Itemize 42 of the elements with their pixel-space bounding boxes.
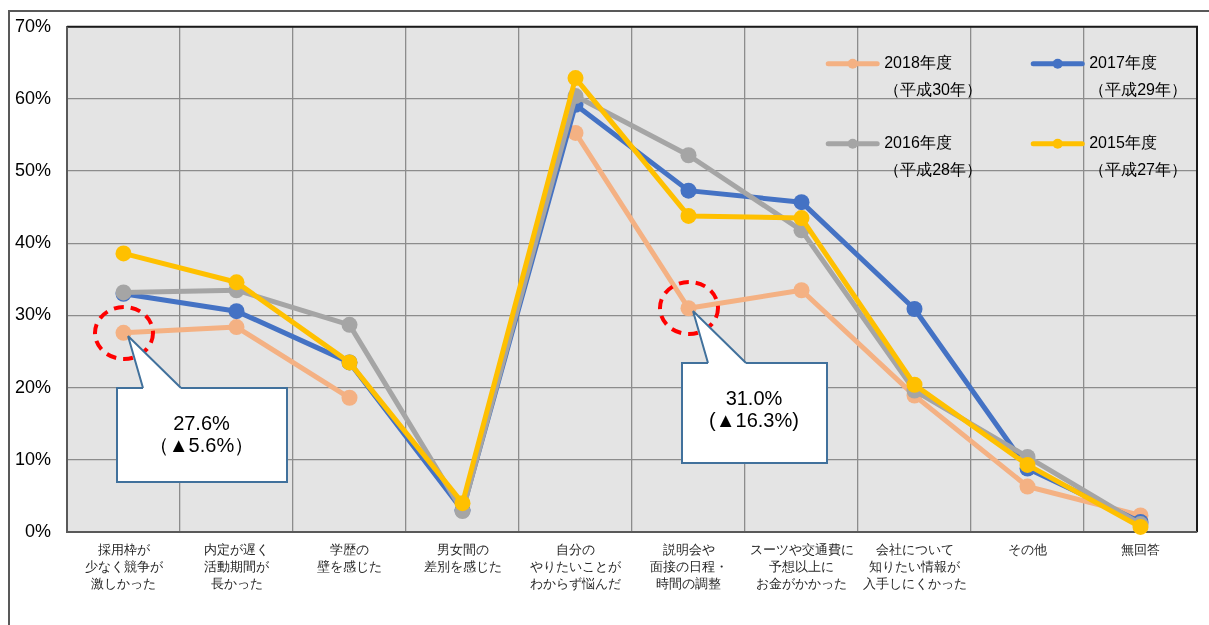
y-tick-label: 20% [14, 376, 51, 397]
point [1019, 456, 1036, 473]
point [228, 319, 245, 336]
x-tick-label: 採用枠が少なく競争が激しかった [84, 542, 164, 591]
x-tick-label: 自分のやりたいことがわからず悩んだ [530, 542, 622, 591]
legend-label: 2017年度（平成29年） [1089, 54, 1187, 99]
y-tick-label: 10% [14, 448, 51, 469]
y-tick-label: 50% [14, 160, 51, 181]
point [680, 207, 697, 224]
point [680, 147, 697, 164]
y-tick-label: 60% [14, 87, 51, 108]
point [1019, 478, 1036, 495]
y-tick-label: 40% [14, 232, 51, 253]
legend-label: 2015年度（平成27年） [1089, 134, 1187, 179]
x-tick-label: 内定が遅く活動期間が長かった [204, 542, 270, 591]
legend-label: 2016年度（平成28年） [884, 134, 982, 179]
x-tick-label: スーツや交通費に予想以上にお金がかかった [749, 542, 854, 591]
x-tick-label: 説明会や面接の日程・時間の調整 [649, 542, 728, 591]
point [454, 495, 471, 512]
point [341, 316, 358, 333]
annotation: 31.0% (▲16.3%) [709, 387, 799, 432]
point [115, 245, 132, 262]
point [906, 300, 923, 317]
point [228, 274, 245, 291]
point [793, 194, 810, 211]
point [680, 182, 697, 199]
x-tick-label: 会社について知りたい情報が入手しにくかった [862, 542, 967, 591]
point [793, 282, 810, 299]
x-tick-label: その他 [1008, 542, 1047, 558]
x-tick-label: 男女間の差別を感じた [423, 542, 502, 574]
y-tick-label: 0% [24, 520, 51, 541]
point [341, 389, 358, 406]
x-tick-label: 学歴の壁を感じた [317, 542, 382, 574]
point [567, 70, 584, 87]
y-tick-label: 70% [14, 15, 51, 36]
legend-label: 2018年度（平成30年） [884, 54, 982, 99]
point [906, 376, 923, 393]
point [228, 303, 245, 320]
point [793, 210, 810, 227]
y-tick-label: 30% [14, 304, 51, 325]
annotation: 27.6% （▲5.6%） [148, 411, 255, 456]
x-tick-label: 無回答 [1121, 542, 1160, 558]
